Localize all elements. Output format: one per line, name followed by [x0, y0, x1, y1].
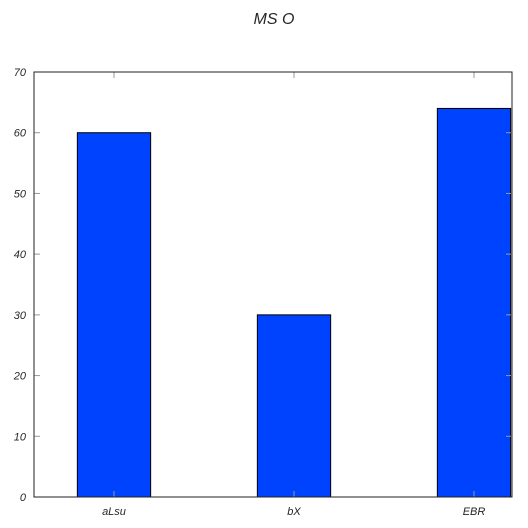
y-tick-label: 60 [14, 128, 27, 140]
bar-EBR [436, 107, 512, 498]
y-tick-label: 50 [14, 188, 27, 200]
bars-group [76, 107, 512, 498]
chart-title: MS O [254, 11, 295, 28]
bar-aLsu [76, 132, 152, 498]
y-tick-label: 10 [14, 431, 27, 443]
x-tick-label: aLsu [102, 506, 126, 518]
x-tick-label: EBR [463, 506, 486, 518]
plot-frame [33, 71, 513, 498]
y-tick-label: 30 [14, 310, 27, 322]
y-tick-label: 70 [14, 67, 27, 79]
x-tick-label: bX [287, 506, 301, 518]
y-tick-label: 20 [13, 371, 27, 383]
y-tick-label: 0 [20, 492, 27, 504]
tick-labels-group: aLsu bX EBR 0 10 20 30 40 50 60 70 [13, 67, 486, 518]
y-tick-label: 40 [14, 249, 27, 261]
bar-bX [256, 314, 332, 498]
